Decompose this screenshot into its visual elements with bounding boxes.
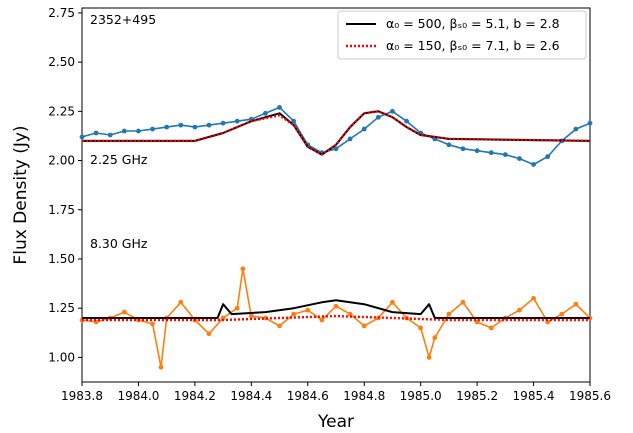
data-point-1-19 bbox=[319, 317, 325, 323]
y-tick-label-2: 1.50 bbox=[48, 252, 75, 266]
data-point-0-4 bbox=[136, 128, 141, 134]
x-tick-label-7: 1985.2 bbox=[456, 389, 498, 403]
data-point-0-21 bbox=[375, 114, 381, 120]
plot-area bbox=[81, 7, 591, 383]
data-point-1-17 bbox=[291, 311, 297, 317]
y-tick-label-3: 1.75 bbox=[48, 203, 75, 217]
annotation-freq-high: 2.25 GHz bbox=[90, 152, 148, 167]
data-point-0-20 bbox=[361, 126, 367, 132]
x-axis-title: Year bbox=[317, 412, 354, 432]
legend-label-model-2: α₀ = 150, βₛ₀ = 7.1, b = 2.6 bbox=[386, 38, 560, 53]
data-point-1-14 bbox=[248, 313, 254, 319]
y-tick-label-1: 1.25 bbox=[48, 301, 75, 315]
data-point-0-36 bbox=[587, 120, 593, 126]
data-point-1-35 bbox=[531, 295, 536, 301]
data-point-0-0 bbox=[79, 134, 85, 140]
x-tick-label-2: 1984.2 bbox=[174, 389, 216, 403]
legend: α₀ = 500, βₛ₀ = 5.1, b = 2.8 α₀ = 150, β… bbox=[337, 10, 587, 60]
data-point-0-32 bbox=[531, 162, 536, 167]
data-point-0-8 bbox=[192, 124, 198, 130]
data-point-0-22 bbox=[390, 108, 395, 114]
data-point-1-6 bbox=[158, 364, 164, 370]
data-point-1-5 bbox=[150, 321, 155, 327]
axes-layer: 1983.8 1984.0 1984.2 1984.4 1984.6 1984.8 1985… bbox=[48, 6, 611, 403]
data-point-0-26 bbox=[446, 142, 452, 148]
x-tick-label-3: 1984.4 bbox=[230, 389, 272, 403]
data-point-1-37 bbox=[559, 311, 565, 317]
x-tick-label-0: 1983.8 bbox=[61, 389, 103, 403]
x-tick-label-8: 1985.4 bbox=[513, 389, 555, 403]
data-point-1-38 bbox=[573, 301, 579, 307]
data-point-1-24 bbox=[390, 299, 395, 305]
x-tick-label-4: 1984.6 bbox=[287, 389, 329, 403]
x-tick-label-6: 1985.0 bbox=[400, 389, 442, 403]
data-point-0-27 bbox=[460, 146, 466, 152]
data-layer bbox=[79, 105, 593, 370]
data-point-1-10 bbox=[206, 331, 212, 337]
data-point-1-18 bbox=[305, 307, 311, 313]
data-point-1-27 bbox=[426, 354, 432, 360]
model-line-3 bbox=[82, 110, 591, 156]
x-tick-label-1: 1984.0 bbox=[117, 389, 159, 403]
data-point-1-34 bbox=[517, 307, 522, 313]
y-tick-label-7: 2.75 bbox=[48, 6, 75, 20]
data-point-1-21 bbox=[347, 311, 353, 317]
data-point-0-2 bbox=[107, 132, 113, 138]
data-point-0-29 bbox=[488, 150, 494, 156]
data-point-0-28 bbox=[474, 148, 480, 154]
data-point-1-13 bbox=[240, 266, 246, 272]
model-line-4 bbox=[82, 299, 590, 319]
data-point-0-5 bbox=[150, 126, 155, 132]
legend-box bbox=[337, 10, 587, 60]
legend-label-model-1: α₀ = 500, βₛ₀ = 5.1, b = 2.8 bbox=[386, 16, 560, 31]
data-point-0-33 bbox=[545, 154, 551, 160]
y-tick-label-5: 2.25 bbox=[48, 104, 75, 118]
data-point-0-19 bbox=[347, 136, 353, 142]
data-point-1-26 bbox=[418, 325, 424, 331]
data-point-0-13 bbox=[263, 110, 268, 116]
data-point-0-9 bbox=[206, 122, 212, 128]
y-tick-label-6: 2.50 bbox=[48, 55, 75, 69]
data-point-1-8 bbox=[178, 299, 184, 305]
series-line-1 bbox=[81, 267, 591, 369]
annotation-freq-low: 8.30 GHz bbox=[90, 236, 148, 251]
data-point-0-1 bbox=[93, 130, 99, 136]
data-point-1-30 bbox=[460, 299, 466, 305]
model-line-5 bbox=[82, 314, 590, 322]
data-point-0-15 bbox=[291, 118, 297, 124]
data-point-0-35 bbox=[573, 126, 579, 132]
data-point-0-6 bbox=[164, 124, 170, 130]
data-point-0-18 bbox=[333, 146, 339, 152]
data-point-1-16 bbox=[277, 323, 282, 329]
data-point-0-23 bbox=[404, 118, 409, 124]
data-point-1-20 bbox=[333, 303, 339, 309]
data-point-1-11 bbox=[220, 315, 226, 321]
data-point-0-31 bbox=[517, 156, 522, 161]
x-tick-label-5: 1984.8 bbox=[343, 389, 385, 403]
data-point-1-22 bbox=[361, 323, 367, 329]
data-point-0-11 bbox=[234, 118, 240, 124]
data-point-1-32 bbox=[488, 325, 494, 331]
annotation-source: 2352+495 bbox=[90, 12, 156, 27]
data-point-0-10 bbox=[220, 120, 226, 126]
data-point-1-12 bbox=[234, 305, 240, 311]
data-point-0-30 bbox=[502, 152, 508, 158]
y-tick-label-0: 1.00 bbox=[48, 350, 75, 364]
data-point-1-3 bbox=[121, 309, 127, 315]
data-point-1-28 bbox=[432, 335, 438, 341]
y-tick-label-4: 2.00 bbox=[48, 154, 75, 168]
data-point-0-7 bbox=[178, 122, 184, 128]
data-point-0-3 bbox=[121, 128, 127, 134]
data-point-1-29 bbox=[446, 311, 452, 317]
y-axis-title: Flux Density (Jy) bbox=[11, 125, 31, 264]
x-tick-label-9: 1985.6 bbox=[569, 389, 611, 403]
data-point-0-14 bbox=[277, 105, 282, 110]
